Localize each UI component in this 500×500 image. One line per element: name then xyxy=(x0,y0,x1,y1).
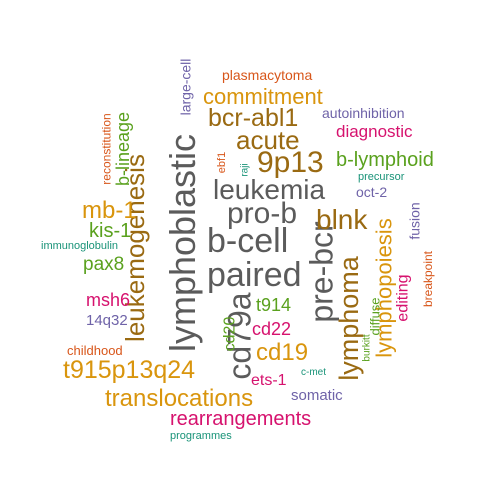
word-somatic: somatic xyxy=(291,387,343,404)
word-b-cell: b-cell xyxy=(207,222,289,260)
word-editing: editing xyxy=(394,274,412,322)
word-lymphoma: lymphoma xyxy=(333,256,364,381)
word-9p13: 9p13 xyxy=(257,146,324,179)
word-t915p13q24: t915p13q24 xyxy=(63,356,196,384)
word-raji: raji xyxy=(239,163,251,177)
word-plasmacytoma: plasmacytoma xyxy=(222,67,313,83)
word-lymphoblastic: lymphoblastic xyxy=(162,133,204,353)
word-cd22: cd22 xyxy=(252,319,292,339)
word-childhood: childhood xyxy=(67,343,123,358)
word-pax8: pax8 xyxy=(83,254,125,275)
word-pro-b: pro-b xyxy=(227,197,298,230)
word-burkitt: burkitt xyxy=(361,334,373,362)
word-bcr-abl1: bcr-abl1 xyxy=(208,104,299,132)
word-commitment: commitment xyxy=(203,84,323,109)
word-leukemia: leukemia xyxy=(213,174,326,205)
word-rearrangements: rearrangements xyxy=(170,408,312,430)
word-b-lineage: b-lineage xyxy=(113,111,134,187)
word-acute: acute xyxy=(236,125,300,155)
word-paired: paired xyxy=(207,256,302,294)
word-msh6: msh6 xyxy=(86,290,131,310)
word-kis-1: kis-1 xyxy=(89,220,132,242)
word-oct-2: oct-2 xyxy=(356,184,388,200)
word-programmes: programmes xyxy=(170,430,232,442)
word-lymphopoiesis: lymphopoiesis xyxy=(371,218,397,358)
word-blnk: blnk xyxy=(316,204,368,235)
word-c-met: c-met xyxy=(301,367,326,378)
word-autoinhibition: autoinhibition xyxy=(322,105,405,121)
word-ets-1: ets-1 xyxy=(251,372,287,389)
word-14q32: 14q32 xyxy=(86,312,128,329)
word-ebf1: ebf1 xyxy=(216,151,229,174)
word-large-cell: large-cell xyxy=(177,58,194,116)
word-diffuse: diffuse xyxy=(367,297,383,336)
word-reconstitution: reconstitution xyxy=(99,113,114,185)
word-b-lymphoid: b-lymphoid xyxy=(336,149,434,171)
word-fusion: fusion xyxy=(406,202,423,240)
word-cd20: cd20 xyxy=(221,316,239,352)
word-immunoglobulin: immunoglobulin xyxy=(41,240,119,252)
word-diagnostic: diagnostic xyxy=(336,122,413,141)
word-translocations: translocations xyxy=(105,385,254,412)
word-cd19: cd19 xyxy=(256,339,309,366)
word-t914: t914 xyxy=(256,295,292,315)
word-mb-1: mb-1 xyxy=(82,197,137,224)
word-breakpoint: breakpoint xyxy=(421,250,436,308)
word-precursor: precursor xyxy=(358,171,405,183)
